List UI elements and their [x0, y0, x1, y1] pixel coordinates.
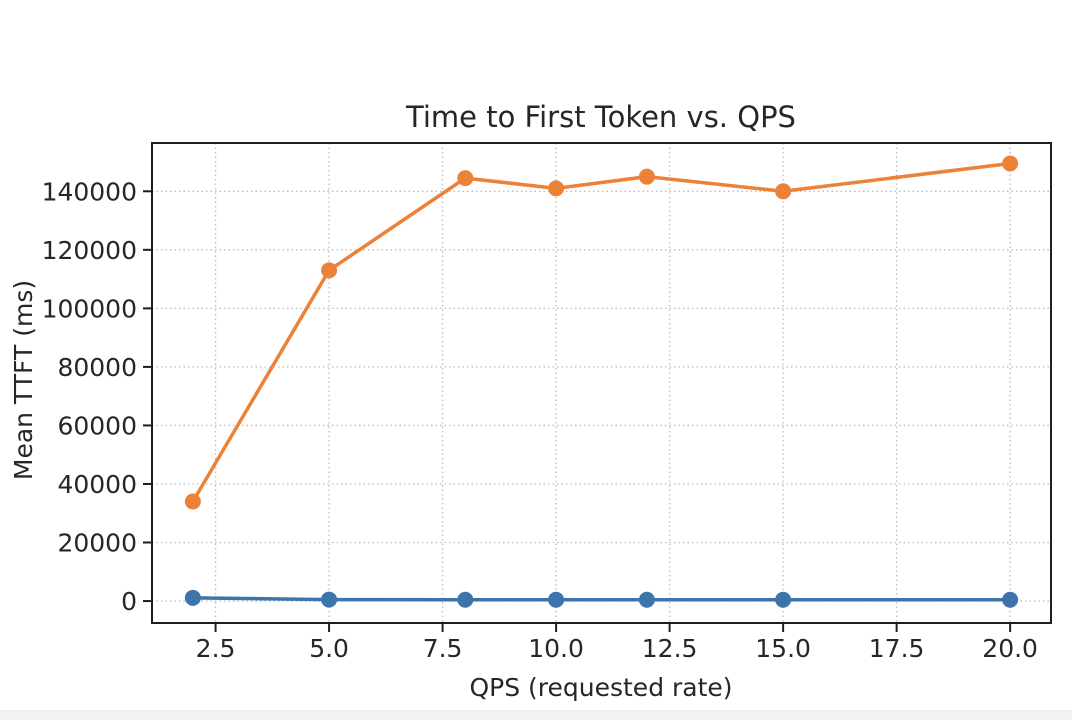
y-axis-label: Mean TTFT (ms)	[9, 280, 38, 480]
y-tick-label: 0	[121, 587, 137, 616]
orange-data-point-marker	[1002, 155, 1019, 172]
plot-frame	[151, 142, 1052, 624]
orange-data-point-marker	[457, 170, 474, 187]
orange-data-point-marker	[775, 183, 792, 200]
x-tick-label: 5.0	[309, 634, 349, 663]
x-tick-label: 7.5	[423, 634, 463, 663]
orange-data-point-marker	[548, 180, 565, 197]
blue-series-line	[191, 596, 1012, 602]
y-tick-label: 60000	[57, 411, 137, 440]
y-tick-label: 20000	[57, 529, 137, 558]
x-tick-label: 12.5	[642, 634, 698, 663]
y-tick-label: 80000	[57, 353, 137, 382]
blue-data-point-marker	[1002, 591, 1019, 608]
blue-data-point-marker	[638, 591, 655, 608]
chart-series	[184, 155, 1019, 608]
y-tick-label: 40000	[57, 470, 137, 499]
x-axis-label: QPS (requested rate)	[469, 673, 732, 702]
x-tick-label: 20.0	[982, 634, 1038, 663]
orange-data-point-marker	[184, 493, 201, 510]
blue-data-point-marker	[457, 591, 474, 608]
x-tick-label: 17.5	[869, 634, 925, 663]
y-tick-label: 100000	[42, 294, 137, 323]
blue-data-point-marker	[775, 591, 792, 608]
y-tick-label: 140000	[42, 177, 137, 206]
orange-series-line	[191, 161, 1012, 504]
x-tick-label: 15.0	[755, 634, 811, 663]
x-tick-label: 10.0	[528, 634, 584, 663]
bottom-bar	[0, 710, 1072, 720]
blue-data-point-marker	[548, 591, 565, 608]
x-tick-label: 2.5	[196, 634, 236, 663]
blue-data-point-marker	[321, 591, 338, 608]
orange-data-point-marker	[321, 262, 338, 279]
blue-data-point-marker	[184, 589, 201, 606]
gridlines	[152, 143, 1051, 623]
axes: 2.5 5.0 7.5 10.0 12.5 15.0 17.5 20.0 0 20000 40000…	[42, 142, 1052, 663]
orange-data-point-marker	[638, 168, 655, 185]
y-tick-label: 120000	[42, 236, 137, 265]
chart-title: Time to First Token vs. QPS	[405, 100, 796, 134]
